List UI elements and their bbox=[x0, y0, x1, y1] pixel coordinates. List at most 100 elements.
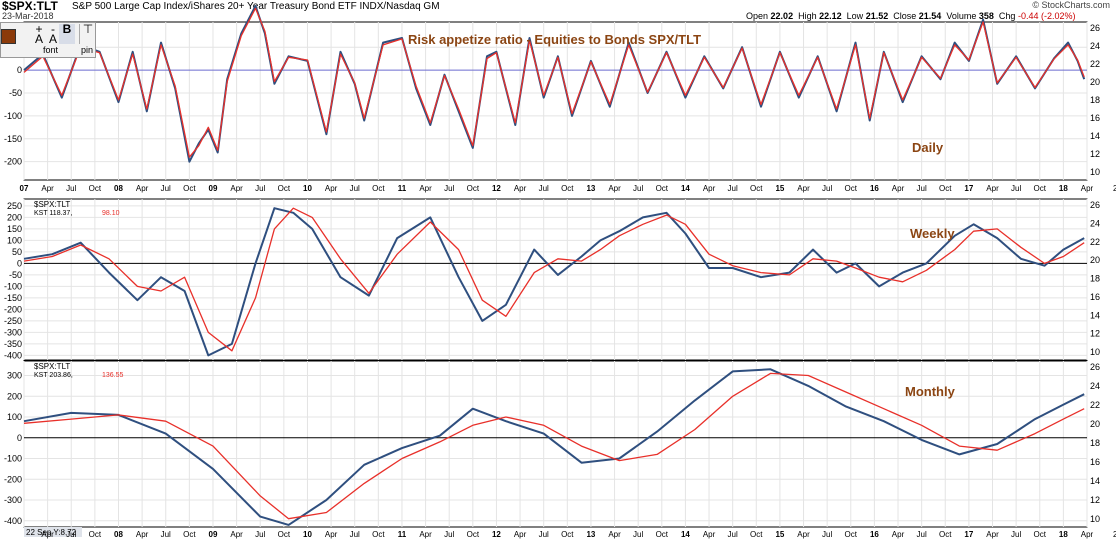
right-axis-label: 18 bbox=[1090, 274, 1100, 284]
monthly-series-kst bbox=[23, 368, 1085, 526]
ohlc-readout: Open 22.02 High 22.12 Low 21.52 Close 21… bbox=[746, 11, 1075, 21]
panel-frame-monthly bbox=[23, 360, 1088, 528]
y-tick-label: 150 bbox=[7, 224, 22, 234]
y-tick-label: 50 bbox=[12, 247, 22, 257]
y-tick-label: -100 bbox=[4, 454, 22, 464]
right-axis-label: 20 bbox=[1090, 255, 1100, 265]
x-tick-label: 11 bbox=[398, 530, 407, 539]
right-axis-label: 10 bbox=[1090, 514, 1100, 524]
panel-annotation-weekly: Weekly bbox=[910, 226, 955, 241]
y-tick-label: -200 bbox=[4, 157, 22, 167]
x-tick-label: 16 bbox=[870, 184, 879, 193]
x-tick-label: Oct bbox=[467, 530, 480, 539]
pin-label: pin bbox=[81, 45, 94, 55]
x-tick-label: Oct bbox=[561, 184, 574, 193]
x-tick-label: Jul bbox=[633, 184, 643, 193]
monthly-series-signal bbox=[23, 372, 1085, 520]
x-tick-label: Apr bbox=[514, 530, 527, 539]
color-swatch[interactable] bbox=[1, 29, 16, 44]
x-tick-label: Jul bbox=[822, 184, 832, 193]
open-label: Open bbox=[746, 11, 769, 21]
x-tick-label: Apr bbox=[986, 184, 999, 193]
font-smaller-button[interactable]: -A bbox=[48, 22, 57, 46]
x-tick-label: Jul bbox=[728, 530, 738, 539]
y-tick-label: -150 bbox=[4, 293, 22, 303]
right-axis-label: 22 bbox=[1090, 237, 1100, 247]
x-tick-label: Apr bbox=[703, 184, 716, 193]
x-tick-label: Jul bbox=[255, 530, 265, 539]
y-tick-label: 200 bbox=[7, 391, 22, 401]
y-tick-label: -400 bbox=[4, 350, 22, 360]
x-tick-label: Apr bbox=[136, 184, 149, 193]
x-tick-label: Oct bbox=[372, 530, 385, 539]
font-larger-button[interactable]: + A bbox=[34, 22, 43, 46]
symbol: $SPX:TLT bbox=[2, 0, 58, 13]
right-axis-label: 26 bbox=[1090, 362, 1100, 372]
y-tick-label: 100 bbox=[7, 235, 22, 245]
right-axis-label: 14 bbox=[1090, 131, 1100, 141]
y-tick-label: 300 bbox=[7, 371, 22, 381]
right-axis-label: 18 bbox=[1090, 95, 1100, 105]
x-tick-label: 18 bbox=[1059, 184, 1068, 193]
x-tick-label: Jul bbox=[255, 184, 265, 193]
x-tick-label: Jul bbox=[539, 530, 549, 539]
x-tick-label: 09 bbox=[209, 184, 218, 193]
x-tick-label: Jul bbox=[161, 530, 171, 539]
stockcharts-logo[interactable]: © StockCharts.com bbox=[1032, 0, 1110, 10]
x-tick-label: Oct bbox=[89, 530, 102, 539]
y-tick-label: 0 bbox=[17, 258, 22, 268]
x-tick-label: 18 bbox=[1059, 530, 1068, 539]
right-axis-label: 24 bbox=[1090, 41, 1100, 51]
x-tick-label: Apr bbox=[608, 530, 621, 539]
x-tick-label: Oct bbox=[278, 530, 291, 539]
right-axis-label: 20 bbox=[1090, 77, 1100, 87]
right-axis-label: 14 bbox=[1090, 310, 1100, 320]
x-tick-label: Oct bbox=[939, 184, 952, 193]
legend-symbol: $SPX:TLT bbox=[34, 200, 70, 209]
x-tick-label: 16 bbox=[870, 530, 879, 539]
x-tick-label: Apr bbox=[1081, 184, 1094, 193]
right-axis-label: 16 bbox=[1090, 113, 1100, 123]
y-tick-label: -100 bbox=[4, 281, 22, 291]
panel-annotation-daily: Daily bbox=[912, 140, 944, 155]
right-axis-label: 10 bbox=[1090, 347, 1100, 357]
y-tick-label: -150 bbox=[4, 134, 22, 144]
x-tick-label: Oct bbox=[467, 184, 480, 193]
y-tick-label: -200 bbox=[4, 304, 22, 314]
low-label: Low bbox=[846, 11, 864, 21]
chg-value: -0.44 (-2.02%) bbox=[1017, 11, 1076, 21]
x-tick-label: Jul bbox=[1011, 184, 1021, 193]
footer-bg bbox=[24, 527, 82, 537]
right-axis-label: 24 bbox=[1090, 218, 1100, 228]
x-tick-label: Apr bbox=[230, 530, 243, 539]
x-tick-label: Jul bbox=[633, 530, 643, 539]
pin-icon[interactable]: ⊤ bbox=[79, 23, 96, 44]
x-tick-label: Oct bbox=[656, 184, 669, 193]
x-tick-label: Apr bbox=[41, 184, 54, 193]
x-tick-label: Apr bbox=[419, 530, 432, 539]
x-tick-label: Apr bbox=[986, 530, 999, 539]
legend-kst: KST 203.86, bbox=[34, 372, 73, 379]
x-tick-label: Apr bbox=[703, 530, 716, 539]
x-tick-label: 12 bbox=[492, 530, 501, 539]
x-edge-label: 2 bbox=[1113, 184, 1116, 193]
bold-button[interactable]: B bbox=[59, 23, 75, 44]
right-axis-label: 14 bbox=[1090, 476, 1100, 486]
x-tick-label: Jul bbox=[66, 530, 76, 539]
volume-label: Volume bbox=[946, 11, 977, 21]
x-tick-label: Apr bbox=[230, 184, 243, 193]
y-tick-label: 250 bbox=[7, 201, 22, 211]
x-tick-label: Apr bbox=[419, 184, 432, 193]
x-tick-label: Oct bbox=[750, 184, 763, 193]
right-axis-label: 26 bbox=[1090, 200, 1100, 210]
x-tick-label: Oct bbox=[89, 184, 102, 193]
x-tick-label: 14 bbox=[681, 530, 690, 539]
x-tick-label: Oct bbox=[845, 184, 858, 193]
panel-frame-weekly bbox=[23, 198, 1088, 361]
x-tick-label: 08 bbox=[114, 184, 123, 193]
x-tick-label: 15 bbox=[775, 184, 784, 193]
x-tick-label: 10 bbox=[303, 530, 312, 539]
y-tick-label: 0 bbox=[17, 65, 22, 75]
panel-annotation-monthly: Monthly bbox=[905, 384, 956, 399]
